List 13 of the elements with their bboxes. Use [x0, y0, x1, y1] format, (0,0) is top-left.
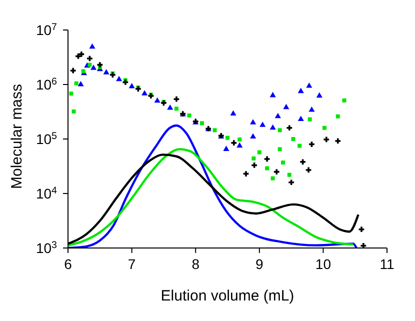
y-tick-label: 10$^{6}$	[36, 76, 58, 92]
y-tick-label: 10$^{4}$	[36, 185, 58, 202]
x-tick-label: 10	[315, 256, 332, 272]
y-axis-title: Molecular mass	[8, 84, 26, 189]
y-tick-label: 10$^{7}$	[36, 22, 57, 38]
x-tick-label: 8	[192, 256, 200, 272]
y-tick-label: 10$^{3}$	[36, 240, 58, 256]
x-tick-label: 6	[64, 256, 72, 272]
x-tick-label: 7	[128, 256, 136, 272]
x-tick-label: 11	[380, 256, 394, 272]
x-tick-label: 9	[256, 256, 264, 272]
y-tick-label: 10$^{5}$	[36, 130, 58, 147]
x-axis-title: Elution volume (mL)	[160, 288, 294, 305]
